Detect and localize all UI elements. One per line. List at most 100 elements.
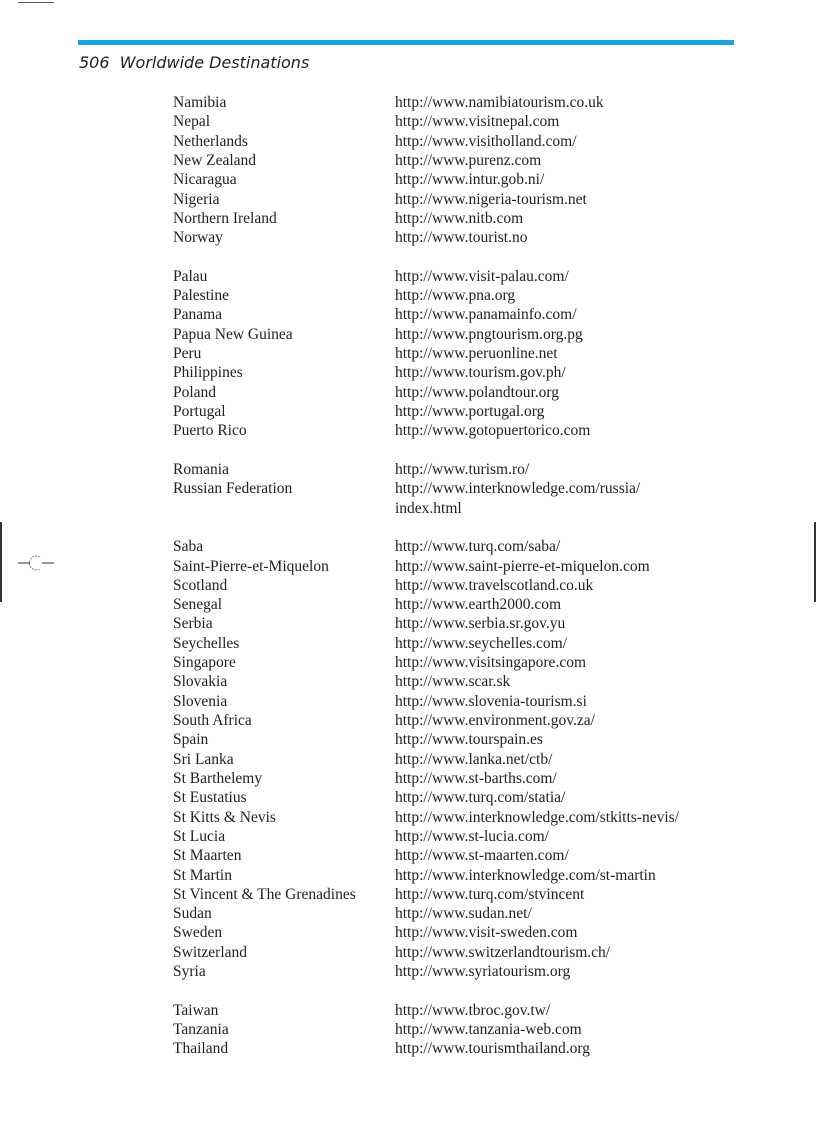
tourism-url: http://www.visit-sweden.com: [395, 924, 578, 942]
country-name: Thailand: [173, 1040, 229, 1058]
country-name: Peru: [173, 345, 202, 363]
list-item: Nepal http://www.visitnepal.com: [173, 112, 773, 131]
list-item: Nigeria http://www.nigeria-tourism.net: [173, 190, 773, 209]
tourism-url: http://www.tanzania-web.com: [395, 1021, 582, 1038]
country-name: Syria: [173, 963, 206, 981]
group-spacer: [173, 248, 773, 267]
list-item: Spain http://www.tourspain.es: [173, 730, 773, 749]
tourism-url: http://www.portugal.org: [395, 403, 545, 420]
list-item: Saint-Pierre-et-Miquelon http://www.saint…: [173, 557, 773, 576]
list-item: St Barthelemy http://www.st-barths.com/: [173, 769, 773, 788]
tourism-url: http://www.panamainfo.com/: [395, 306, 577, 324]
list-item: Seychelles http://www.seychelles.com/: [173, 634, 773, 653]
country-name: St Vincent & The Grenadines: [173, 885, 356, 903]
country-name: St Lucia: [173, 827, 226, 845]
country-name: South Africa: [173, 712, 252, 729]
country-name: Slovakia: [173, 673, 228, 691]
country-name: Tanzania: [173, 1021, 229, 1038]
tourism-url: http://www.tbroc.gov.tw/: [395, 1001, 551, 1019]
tourism-url: http://www.gotopuertorico.com: [395, 422, 591, 440]
list-item: Sri Lanka http://www.lanka.net/ctb/: [173, 750, 773, 769]
country-name: Sweden: [173, 924, 223, 942]
tourism-url: http://www.sudan.net/: [395, 905, 532, 923]
tourism-url: http://www.pna.org: [395, 287, 516, 305]
list-item: Panama http://www.panamainfo.com/: [173, 305, 773, 324]
country-name: Palau: [173, 267, 208, 285]
country-name: Scotland: [173, 576, 228, 594]
tourism-url: http://www.travelscotland.co.uk: [395, 576, 594, 594]
running-head: 506 Worldwide Destinations: [79, 53, 309, 72]
country-name: Serbia: [173, 615, 213, 633]
header-rule: [78, 40, 734, 45]
list-item: Sweden http://www.visit-sweden.com: [173, 923, 773, 942]
list-item: Palestine http://www.pna.org: [173, 286, 773, 305]
country-name: Namibia: [173, 94, 227, 111]
tourism-url: http://www.scar.sk: [395, 673, 511, 691]
tourism-url: http://www.turism.ro/: [395, 460, 530, 478]
list-item: Russian Federation http://www.interknowle…: [173, 479, 773, 498]
country-name: Nicaragua: [173, 171, 237, 189]
tourism-url: http://www.interknowledge.com/russia/: [395, 480, 641, 498]
tourism-url: http://www.tourist.no: [395, 229, 528, 247]
list-item: Netherlands http://www.visitholland.com/: [173, 132, 773, 151]
country-name: Senegal: [173, 596, 223, 614]
tourism-url: http://www.nitb.com: [395, 209, 524, 227]
list-item: Taiwan http://www.tbroc.gov.tw/: [173, 1001, 773, 1020]
page-number: 506: [79, 53, 110, 72]
tourism-url: http://www.visitsingapore.com: [395, 654, 587, 672]
tourism-url: http://www.saint-pierre-et-miquelon.com: [395, 557, 650, 575]
country-name: Netherlands: [173, 132, 248, 150]
country-name: St Martin: [173, 866, 232, 884]
destination-list: Namibia http://www.namibiatourism.co.uk Ne…: [173, 93, 773, 1059]
list-item: Romania http://www.turism.ro/: [173, 460, 773, 479]
tourism-url: http://www.nigeria-tourism.net: [395, 190, 587, 208]
country-name: Romania: [173, 460, 229, 478]
tourism-url: http://www.turq.com/stvincent: [395, 885, 585, 903]
tourism-url: http://www.switzerlandtourism.ch/: [395, 943, 611, 961]
registration-mark-icon: [18, 555, 54, 571]
tourism-url: http://www.serbia.sr.gov.yu: [395, 615, 566, 633]
country-name: Northern Ireland: [173, 209, 277, 227]
tourism-url: http://www.tourism.gov.ph/: [395, 364, 566, 382]
country-name: St Kitts & Nevis: [173, 808, 276, 826]
list-item: Tanzania http://www.tanzania-web.com: [173, 1020, 773, 1039]
tourism-url: http://www.turq.com/statia/: [395, 789, 566, 807]
list-item: Northern Ireland http://www.nitb.com: [173, 209, 773, 228]
list-item: Nicaragua http://www.intur.gob.ni/: [173, 170, 773, 189]
list-item: Scotland http://www.travelscotland.co.uk: [173, 576, 773, 595]
tourism-url: http://www.st-barths.com/: [395, 769, 557, 787]
country-name: Poland: [173, 383, 217, 401]
list-item: Syria http://www.syriatourism.org: [173, 962, 773, 981]
list-item: St Kitts & Nevis http://www.interknowledg…: [173, 808, 773, 827]
list-item: Portugal http://www.portugal.org: [173, 402, 773, 421]
tourism-url: http://www.visitholland.com/: [395, 132, 577, 150]
tourism-url: http://www.st-maarten.com/: [395, 847, 569, 865]
country-name: Nepal: [173, 113, 211, 131]
country-name: Seychelles: [173, 634, 240, 652]
country-name: St Maarten: [173, 847, 242, 865]
tourism-url: http://www.seychelles.com/: [395, 634, 568, 652]
tourism-url: http://www.tourspain.es: [395, 731, 543, 749]
tourism-url: http://www.purenz.com: [395, 151, 542, 169]
tourism-url: http://www.environment.gov.za/: [395, 712, 595, 729]
list-item: South Africa http://www.environment.gov.z…: [173, 711, 773, 730]
group-spacer: [173, 441, 773, 460]
tourism-url: http://www.polandtour.org: [395, 383, 560, 401]
tourism-url: http://www.st-lucia.com/: [395, 827, 549, 845]
list-item: Serbia http://www.serbia.sr.gov.yu: [173, 614, 773, 633]
tourism-url: http://www.turq.com/saba/: [395, 538, 561, 556]
list-item: Namibia http://www.namibiatourism.co.uk: [173, 93, 773, 112]
tourism-url: http://www.tourismthailand.org: [395, 1040, 591, 1058]
tourism-url: http://www.intur.gob.ni/: [395, 171, 545, 189]
country-name: Sudan: [173, 905, 212, 923]
country-name: Nigeria: [173, 190, 220, 208]
list-item: Philippines http://www.tourism.gov.ph/: [173, 363, 773, 382]
country-name: Russian Federation: [173, 480, 293, 498]
list-item: Slovenia http://www.slovenia-tourism.si: [173, 692, 773, 711]
group-spacer: [173, 518, 773, 537]
list-item: Peru http://www.peruonline.net: [173, 344, 773, 363]
list-item: Papua New Guinea http://www.pngtourism.or…: [173, 325, 773, 344]
country-name: Saba: [173, 538, 204, 556]
list-item: Palau http://www.visit-palau.com/: [173, 267, 773, 286]
tourism-url: http://www.visit-palau.com/: [395, 267, 569, 285]
